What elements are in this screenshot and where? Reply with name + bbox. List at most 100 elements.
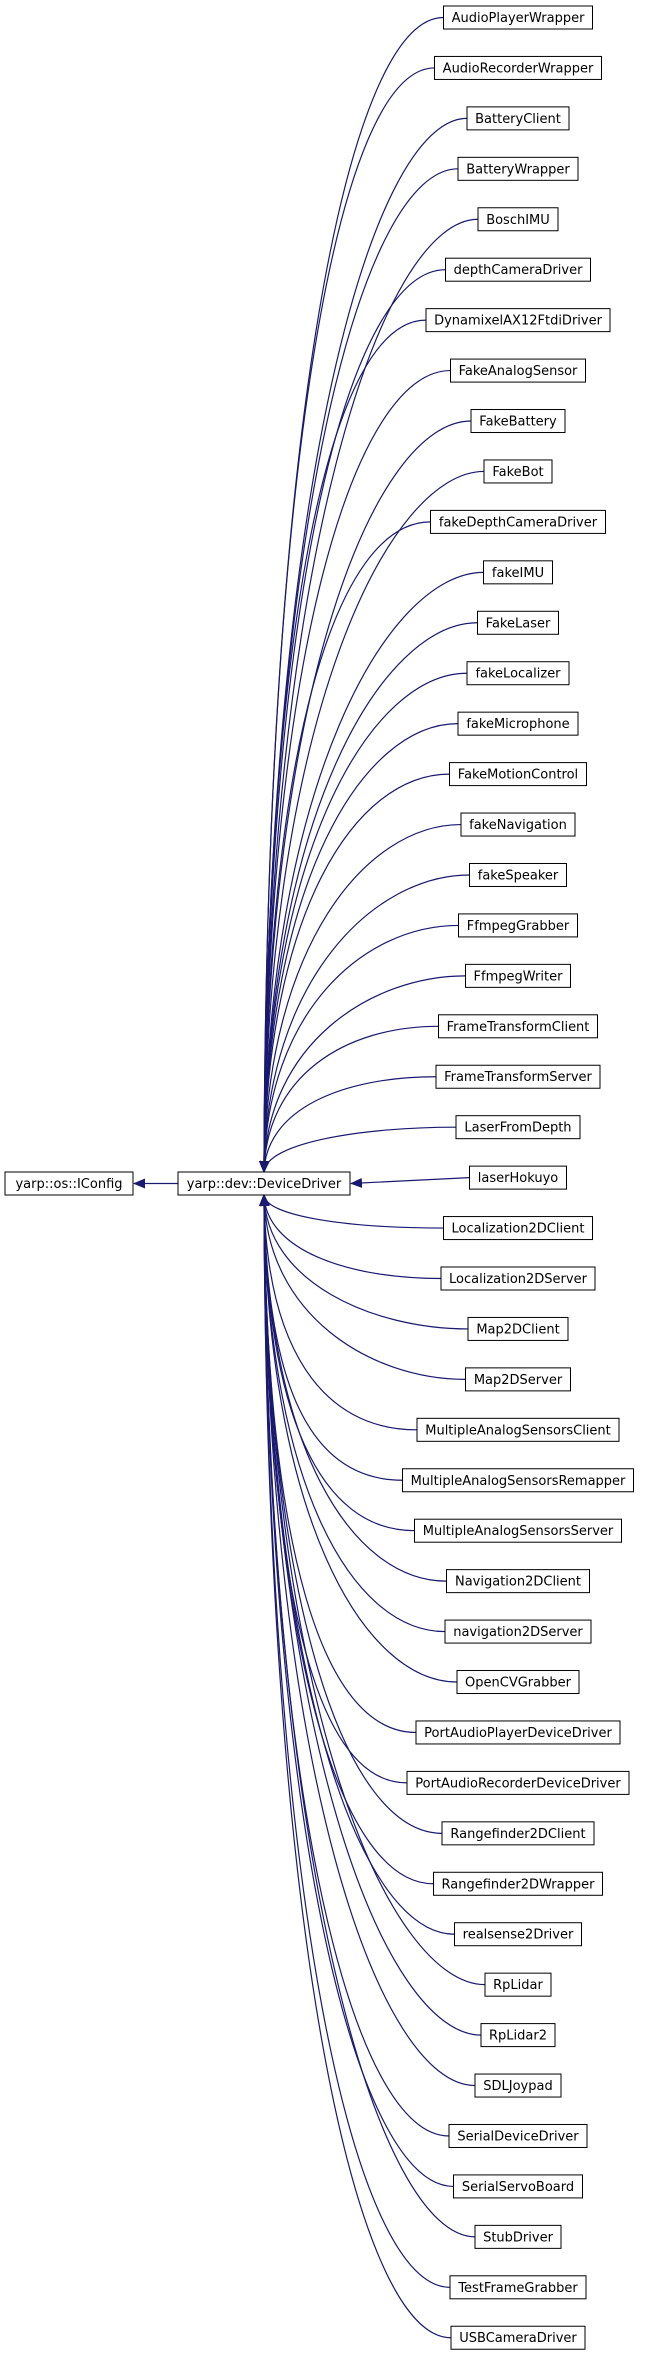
class-node-label: fakeMicrophone xyxy=(466,717,569,732)
edge-fakedepthcameradriver-to-devicedriver xyxy=(259,521,431,1173)
base-node-devicedriver[interactable]: yarp::dev::DeviceDriver xyxy=(177,1171,351,1196)
class-node-map2dserver[interactable]: Map2DServer xyxy=(465,1367,571,1392)
class-node-serialservoboard[interactable]: SerialServoBoard xyxy=(453,2174,583,2199)
root-node-label: yarp::os::IConfig xyxy=(15,1177,122,1192)
class-node-rplidar2[interactable]: RpLidar2 xyxy=(480,2023,556,2048)
class-node-sdljoypad[interactable]: SDLJoypad xyxy=(474,2073,562,2098)
class-node-label: realsense2Driver xyxy=(463,1928,574,1943)
nodes-layer: yarp::os::IConfig yarp::dev::DeviceDrive… xyxy=(4,5,634,2350)
class-node-fakedepthcameradriver[interactable]: fakeDepthCameraDriver xyxy=(430,509,606,534)
class-node-audiorecorderwrapper[interactable]: AudioRecorderWrapper xyxy=(434,55,602,80)
edge-serialdevicedriver-to-devicedriver xyxy=(259,1194,450,2137)
edge-ffmpeggrabber-to-devicedriver xyxy=(259,924,459,1173)
edge-dynamixelax12ftdidriver-to-devicedriver xyxy=(259,319,427,1173)
class-node-serialdevicedriver[interactable]: SerialDeviceDriver xyxy=(448,2123,588,2148)
class-node-opencvgrabber[interactable]: OpenCVGrabber xyxy=(456,1670,580,1695)
class-node-fakespeaker[interactable]: fakeSpeaker xyxy=(469,862,567,887)
class-node-label: MultipleAnalogSensorsServer xyxy=(423,1524,614,1539)
edge-map2dserver-to-devicedriver xyxy=(259,1194,466,1380)
class-node-fakemicrophone[interactable]: fakeMicrophone xyxy=(457,711,579,736)
class-node-fakebot[interactable]: FakeBot xyxy=(483,459,553,484)
class-node-fakeanalogsensor[interactable]: FakeAnalogSensor xyxy=(450,358,586,383)
class-node-label: BoschIMU xyxy=(486,213,550,228)
class-node-label: laserHokuyo xyxy=(478,1171,558,1186)
class-node-audioplayerwrapper[interactable]: AudioPlayerWrapper xyxy=(443,5,593,30)
class-node-map2dclient[interactable]: Map2DClient xyxy=(467,1316,569,1341)
class-node-fakeimu[interactable]: fakeIMU xyxy=(483,560,553,585)
edge-fakebot-to-devicedriver xyxy=(259,470,485,1173)
class-node-depthcameradriver[interactable]: depthCameraDriver xyxy=(445,257,591,282)
class-node-label: DynamixelAX12FtdiDriver xyxy=(434,314,603,329)
class-node-multipleanalogsensorsremapper[interactable]: MultipleAnalogSensorsRemapper xyxy=(402,1468,634,1493)
class-node-multipleanalogsensorsclient[interactable]: MultipleAnalogSensorsClient xyxy=(416,1417,620,1442)
edge-portaudiorecorderdevicedriver-to-devicedriver xyxy=(259,1194,408,1784)
class-node-rangefinder2dwrapper[interactable]: Rangefinder2DWrapper xyxy=(433,1871,603,1896)
class-node-label: BatteryClient xyxy=(475,112,561,127)
class-node-label: USBCameraDriver xyxy=(459,2331,577,2346)
class-node-rplidar[interactable]: RpLidar xyxy=(484,1972,552,1997)
class-node-usbcameradriver[interactable]: USBCameraDriver xyxy=(450,2325,586,2350)
class-node-fakelaser[interactable]: FakeLaser xyxy=(477,610,559,635)
class-node-fakenavigation[interactable]: fakeNavigation xyxy=(460,812,576,837)
edge-fakeanalogsensor-to-devicedriver xyxy=(259,369,451,1173)
class-node-label: AudioPlayerWrapper xyxy=(452,11,585,26)
edge-laserhokuyo-to-devicedriver xyxy=(350,1177,470,1188)
class-node-localization2dclient[interactable]: Localization2DClient xyxy=(443,1216,593,1241)
class-node-multipleanalogsensorsserver[interactable]: MultipleAnalogSensorsServer xyxy=(414,1518,622,1543)
class-node-portaudioplayerdevicedriver[interactable]: PortAudioPlayerDeviceDriver xyxy=(415,1720,621,1745)
edge-rplidar-to-devicedriver xyxy=(259,1194,486,1986)
class-node-ffmpegwriter[interactable]: FfmpegWriter xyxy=(465,963,571,988)
class-node-label: MultipleAnalogSensorsClient xyxy=(425,1423,611,1438)
class-node-label: PortAudioRecorderDeviceDriver xyxy=(415,1776,621,1791)
class-node-label: MultipleAnalogSensorsRemapper xyxy=(411,1474,626,1489)
edges-layer xyxy=(133,16,486,2339)
class-node-label: FakeMotionControl xyxy=(458,768,578,783)
class-node-label: FfmpegWriter xyxy=(474,969,564,984)
class-node-dynamixelax12ftdidriver[interactable]: DynamixelAX12FtdiDriver xyxy=(425,308,611,333)
class-node-navigation2dserver[interactable]: navigation2DServer xyxy=(444,1619,592,1644)
class-node-label: FakeBot xyxy=(492,465,543,480)
edge-serialservoboard-to-devicedriver xyxy=(259,1194,454,2188)
class-node-ffmpeggrabber[interactable]: FfmpegGrabber xyxy=(458,913,578,938)
edge-laserfromdepth-to-devicedriver xyxy=(259,1126,457,1173)
edge-rplidar2-to-devicedriver xyxy=(259,1194,482,2036)
root-node-iconfig[interactable]: yarp::os::IConfig xyxy=(4,1171,134,1196)
class-node-label: TestFrameGrabber xyxy=(457,2281,578,2296)
edge-rangefinder2dclient-to-devicedriver xyxy=(259,1194,443,1834)
class-node-fakebattery[interactable]: FakeBattery xyxy=(470,409,566,434)
class-node-localization2dserver[interactable]: Localization2DServer xyxy=(440,1266,596,1291)
class-node-fakemotioncontrol[interactable]: FakeMotionControl xyxy=(449,762,587,787)
class-node-navigation2dclient[interactable]: Navigation2DClient xyxy=(446,1569,590,1594)
class-node-label: BatteryWrapper xyxy=(466,162,570,177)
class-node-rangefinder2dclient[interactable]: Rangefinder2DClient xyxy=(441,1821,595,1846)
edge-fakeimu-to-devicedriver xyxy=(259,571,484,1173)
edge-sdljoypad-to-devicedriver xyxy=(259,1194,476,2087)
class-node-label: OpenCVGrabber xyxy=(465,1676,572,1691)
class-node-batteryclient[interactable]: BatteryClient xyxy=(466,106,570,131)
class-node-portaudiorecorderdevicedriver[interactable]: PortAudioRecorderDeviceDriver xyxy=(406,1770,630,1795)
class-node-batterywrapper[interactable]: BatteryWrapper xyxy=(457,156,579,181)
class-node-label: FfmpegGrabber xyxy=(467,919,570,934)
class-node-label: SDLJoypad xyxy=(483,2079,552,2094)
class-node-label: AudioRecorderWrapper xyxy=(443,61,594,76)
edge-fakebattery-to-devicedriver xyxy=(259,420,472,1173)
edge-boschimu-to-devicedriver xyxy=(259,218,479,1173)
class-node-testframegrabber[interactable]: TestFrameGrabber xyxy=(449,2275,587,2300)
edge-fakemicrophone-to-devicedriver xyxy=(259,723,459,1173)
class-node-laserhokuyo[interactable]: laserHokuyo xyxy=(469,1165,567,1190)
edge-fakelocalizer-to-devicedriver xyxy=(259,672,468,1173)
class-node-fakelocalizer[interactable]: fakeLocalizer xyxy=(466,661,570,686)
class-node-label: FakeBattery xyxy=(479,415,557,430)
class-node-frametransformclient[interactable]: FrameTransformClient xyxy=(438,1014,598,1039)
edge-stubdriver-to-devicedriver xyxy=(259,1194,476,2238)
edge-map2dclient-to-devicedriver xyxy=(259,1194,469,1330)
class-node-stubdriver[interactable]: StubDriver xyxy=(474,2224,562,2249)
class-node-frametransformserver[interactable]: FrameTransformServer xyxy=(435,1064,601,1089)
edge-audiorecorderwrapper-to-devicedriver xyxy=(259,67,435,1173)
class-node-realsense2driver[interactable]: realsense2Driver xyxy=(454,1922,582,1947)
class-node-laserfromdepth[interactable]: LaserFromDepth xyxy=(455,1115,581,1140)
class-node-boschimu[interactable]: BoschIMU xyxy=(477,207,559,232)
edge-usbcameradriver-to-devicedriver xyxy=(259,1194,452,2339)
class-node-label: fakeNavigation xyxy=(469,818,567,833)
class-node-label: Localization2DClient xyxy=(452,1222,585,1237)
